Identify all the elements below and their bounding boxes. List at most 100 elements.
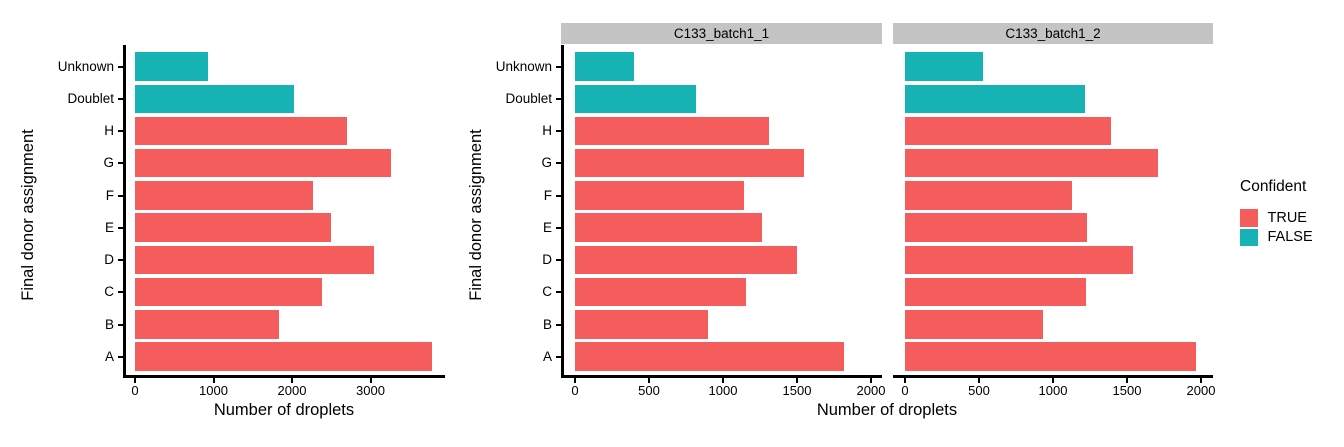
bar-g-panel-0 bbox=[135, 148, 391, 178]
y-tick-panel-0 bbox=[118, 226, 123, 229]
x-tick-label-panel-1: 0 bbox=[571, 383, 579, 398]
y-tick-panel-0 bbox=[118, 194, 123, 197]
y-tick-panel-1 bbox=[556, 226, 561, 229]
x-tick-panel-1 bbox=[722, 377, 724, 383]
x-tick-panel-2 bbox=[978, 377, 980, 383]
bar-doublet-panel-2 bbox=[905, 84, 1085, 114]
x-axis-line-panel-2 bbox=[893, 375, 1213, 378]
bar-unknown-panel-1 bbox=[575, 52, 635, 81]
y-tick-panel-1 bbox=[556, 323, 561, 326]
y-category-label-unknown: Unknown bbox=[495, 58, 552, 74]
x-tick-panel-1 bbox=[870, 377, 872, 383]
x-tick-panel-1 bbox=[648, 377, 650, 383]
x-tick-label-panel-1: 500 bbox=[638, 383, 660, 398]
legend-item-false: FALSE bbox=[1240, 228, 1313, 248]
x-tick-label-panel-2: 0 bbox=[901, 383, 909, 398]
bar-b-panel-1 bbox=[575, 310, 709, 339]
bar-h-panel-1 bbox=[575, 116, 769, 146]
bar-b-panel-2 bbox=[905, 310, 1043, 339]
y-category-label-h: H bbox=[104, 123, 114, 138]
bar-b-panel-0 bbox=[135, 310, 279, 339]
y-tick-panel-1 bbox=[556, 194, 561, 197]
y-category-label-h: H bbox=[542, 123, 552, 138]
bar-h-panel-2 bbox=[905, 116, 1111, 146]
y-tick-panel-0 bbox=[118, 97, 123, 100]
x-tick-label-panel-0: 0 bbox=[131, 383, 139, 398]
bar-c-panel-2 bbox=[905, 277, 1087, 307]
y-tick-panel-1 bbox=[556, 65, 561, 68]
x-tick-panel-2 bbox=[1200, 377, 1202, 383]
y-category-label-a: A bbox=[104, 348, 114, 364]
facet-strip-batch1-2: C133_batch1_2 bbox=[893, 23, 1213, 44]
y-tick-panel-1 bbox=[556, 97, 561, 100]
bar-c-panel-1 bbox=[575, 277, 746, 307]
y-category-label-b: B bbox=[542, 316, 552, 332]
x-tick-panel-2 bbox=[1126, 377, 1128, 383]
bar-d-panel-2 bbox=[905, 245, 1133, 275]
x-tick-label-panel-0: 3000 bbox=[356, 383, 385, 398]
bar-h-panel-0 bbox=[135, 116, 347, 146]
y-category-label-a: A bbox=[542, 348, 552, 364]
bar-d-panel-0 bbox=[135, 245, 374, 275]
y-tick-panel-1 bbox=[556, 291, 561, 294]
legend-swatch-true-icon bbox=[1240, 209, 1258, 227]
bar-a-panel-1 bbox=[575, 342, 844, 371]
x-tick-panel-0 bbox=[134, 377, 136, 383]
facet-strip-label-batch1-2: C133_batch1_2 bbox=[1005, 25, 1101, 41]
y-tick-panel-1 bbox=[556, 259, 561, 261]
legend-label-false: FALSE bbox=[1267, 229, 1313, 246]
bar-e-panel-0 bbox=[135, 213, 331, 242]
x-tick-label-panel-1: 1500 bbox=[782, 383, 812, 398]
x-tick-label-panel-0: 2000 bbox=[277, 383, 307, 398]
y-category-label-g: G bbox=[541, 155, 552, 171]
x-axis-title-faceted: Number of droplets bbox=[816, 401, 958, 419]
x-tick-panel-2 bbox=[1052, 377, 1054, 383]
x-tick-panel-1 bbox=[796, 377, 798, 383]
y-axis-line-panel-0 bbox=[123, 45, 126, 378]
y-category-label-doublet: Doublet bbox=[67, 90, 114, 106]
x-tick-label-panel-2: 1000 bbox=[1038, 383, 1068, 398]
y-category-label-g: G bbox=[103, 155, 114, 171]
y-axis-line-panel-1 bbox=[561, 45, 564, 378]
x-tick-panel-0 bbox=[291, 377, 293, 383]
x-tick-label-panel-1: 2000 bbox=[856, 383, 886, 398]
y-category-label-b: B bbox=[104, 316, 114, 332]
y-category-label-c: C bbox=[104, 284, 114, 300]
y-category-label-f: F bbox=[105, 187, 114, 203]
bar-unknown-panel-0 bbox=[135, 52, 208, 81]
y-tick-panel-0 bbox=[118, 259, 123, 261]
y-category-label-f: F bbox=[543, 187, 552, 203]
y-category-label-doublet: Doublet bbox=[505, 90, 552, 106]
bar-g-panel-1 bbox=[575, 148, 805, 178]
legend-item-true: TRUE bbox=[1240, 208, 1313, 228]
legend-label-true: TRUE bbox=[1267, 209, 1307, 226]
x-tick-label-panel-0: 1000 bbox=[199, 383, 228, 398]
bar-a-panel-0 bbox=[135, 342, 432, 371]
y-tick-panel-0 bbox=[118, 323, 123, 326]
bar-c-panel-0 bbox=[135, 277, 322, 307]
legend-title: Confident bbox=[1240, 178, 1307, 195]
bar-d-panel-1 bbox=[575, 245, 797, 275]
bar-f-panel-1 bbox=[575, 181, 744, 210]
x-tick-label-panel-1: 1000 bbox=[708, 383, 738, 398]
y-category-label-d: D bbox=[104, 252, 114, 267]
bar-f-panel-2 bbox=[905, 181, 1072, 210]
y-category-label-unknown: Unknown bbox=[57, 58, 114, 74]
bar-e-panel-1 bbox=[575, 213, 762, 242]
x-axis-line-panel-1 bbox=[561, 375, 882, 378]
x-tick-panel-0 bbox=[212, 377, 215, 383]
y-tick-panel-0 bbox=[118, 162, 123, 165]
y-tick-panel-0 bbox=[118, 291, 123, 294]
x-tick-label-panel-2: 1500 bbox=[1112, 383, 1142, 398]
y-tick-panel-0 bbox=[118, 355, 123, 358]
bar-e-panel-2 bbox=[905, 213, 1087, 242]
bar-doublet-panel-0 bbox=[135, 84, 295, 114]
y-category-label-e: E bbox=[104, 219, 114, 235]
legend-swatch-false-icon bbox=[1240, 228, 1258, 246]
y-tick-panel-1 bbox=[556, 130, 561, 132]
x-axis-line-panel-0 bbox=[123, 375, 445, 378]
bar-f-panel-0 bbox=[135, 181, 313, 210]
y-tick-panel-0 bbox=[118, 130, 123, 132]
